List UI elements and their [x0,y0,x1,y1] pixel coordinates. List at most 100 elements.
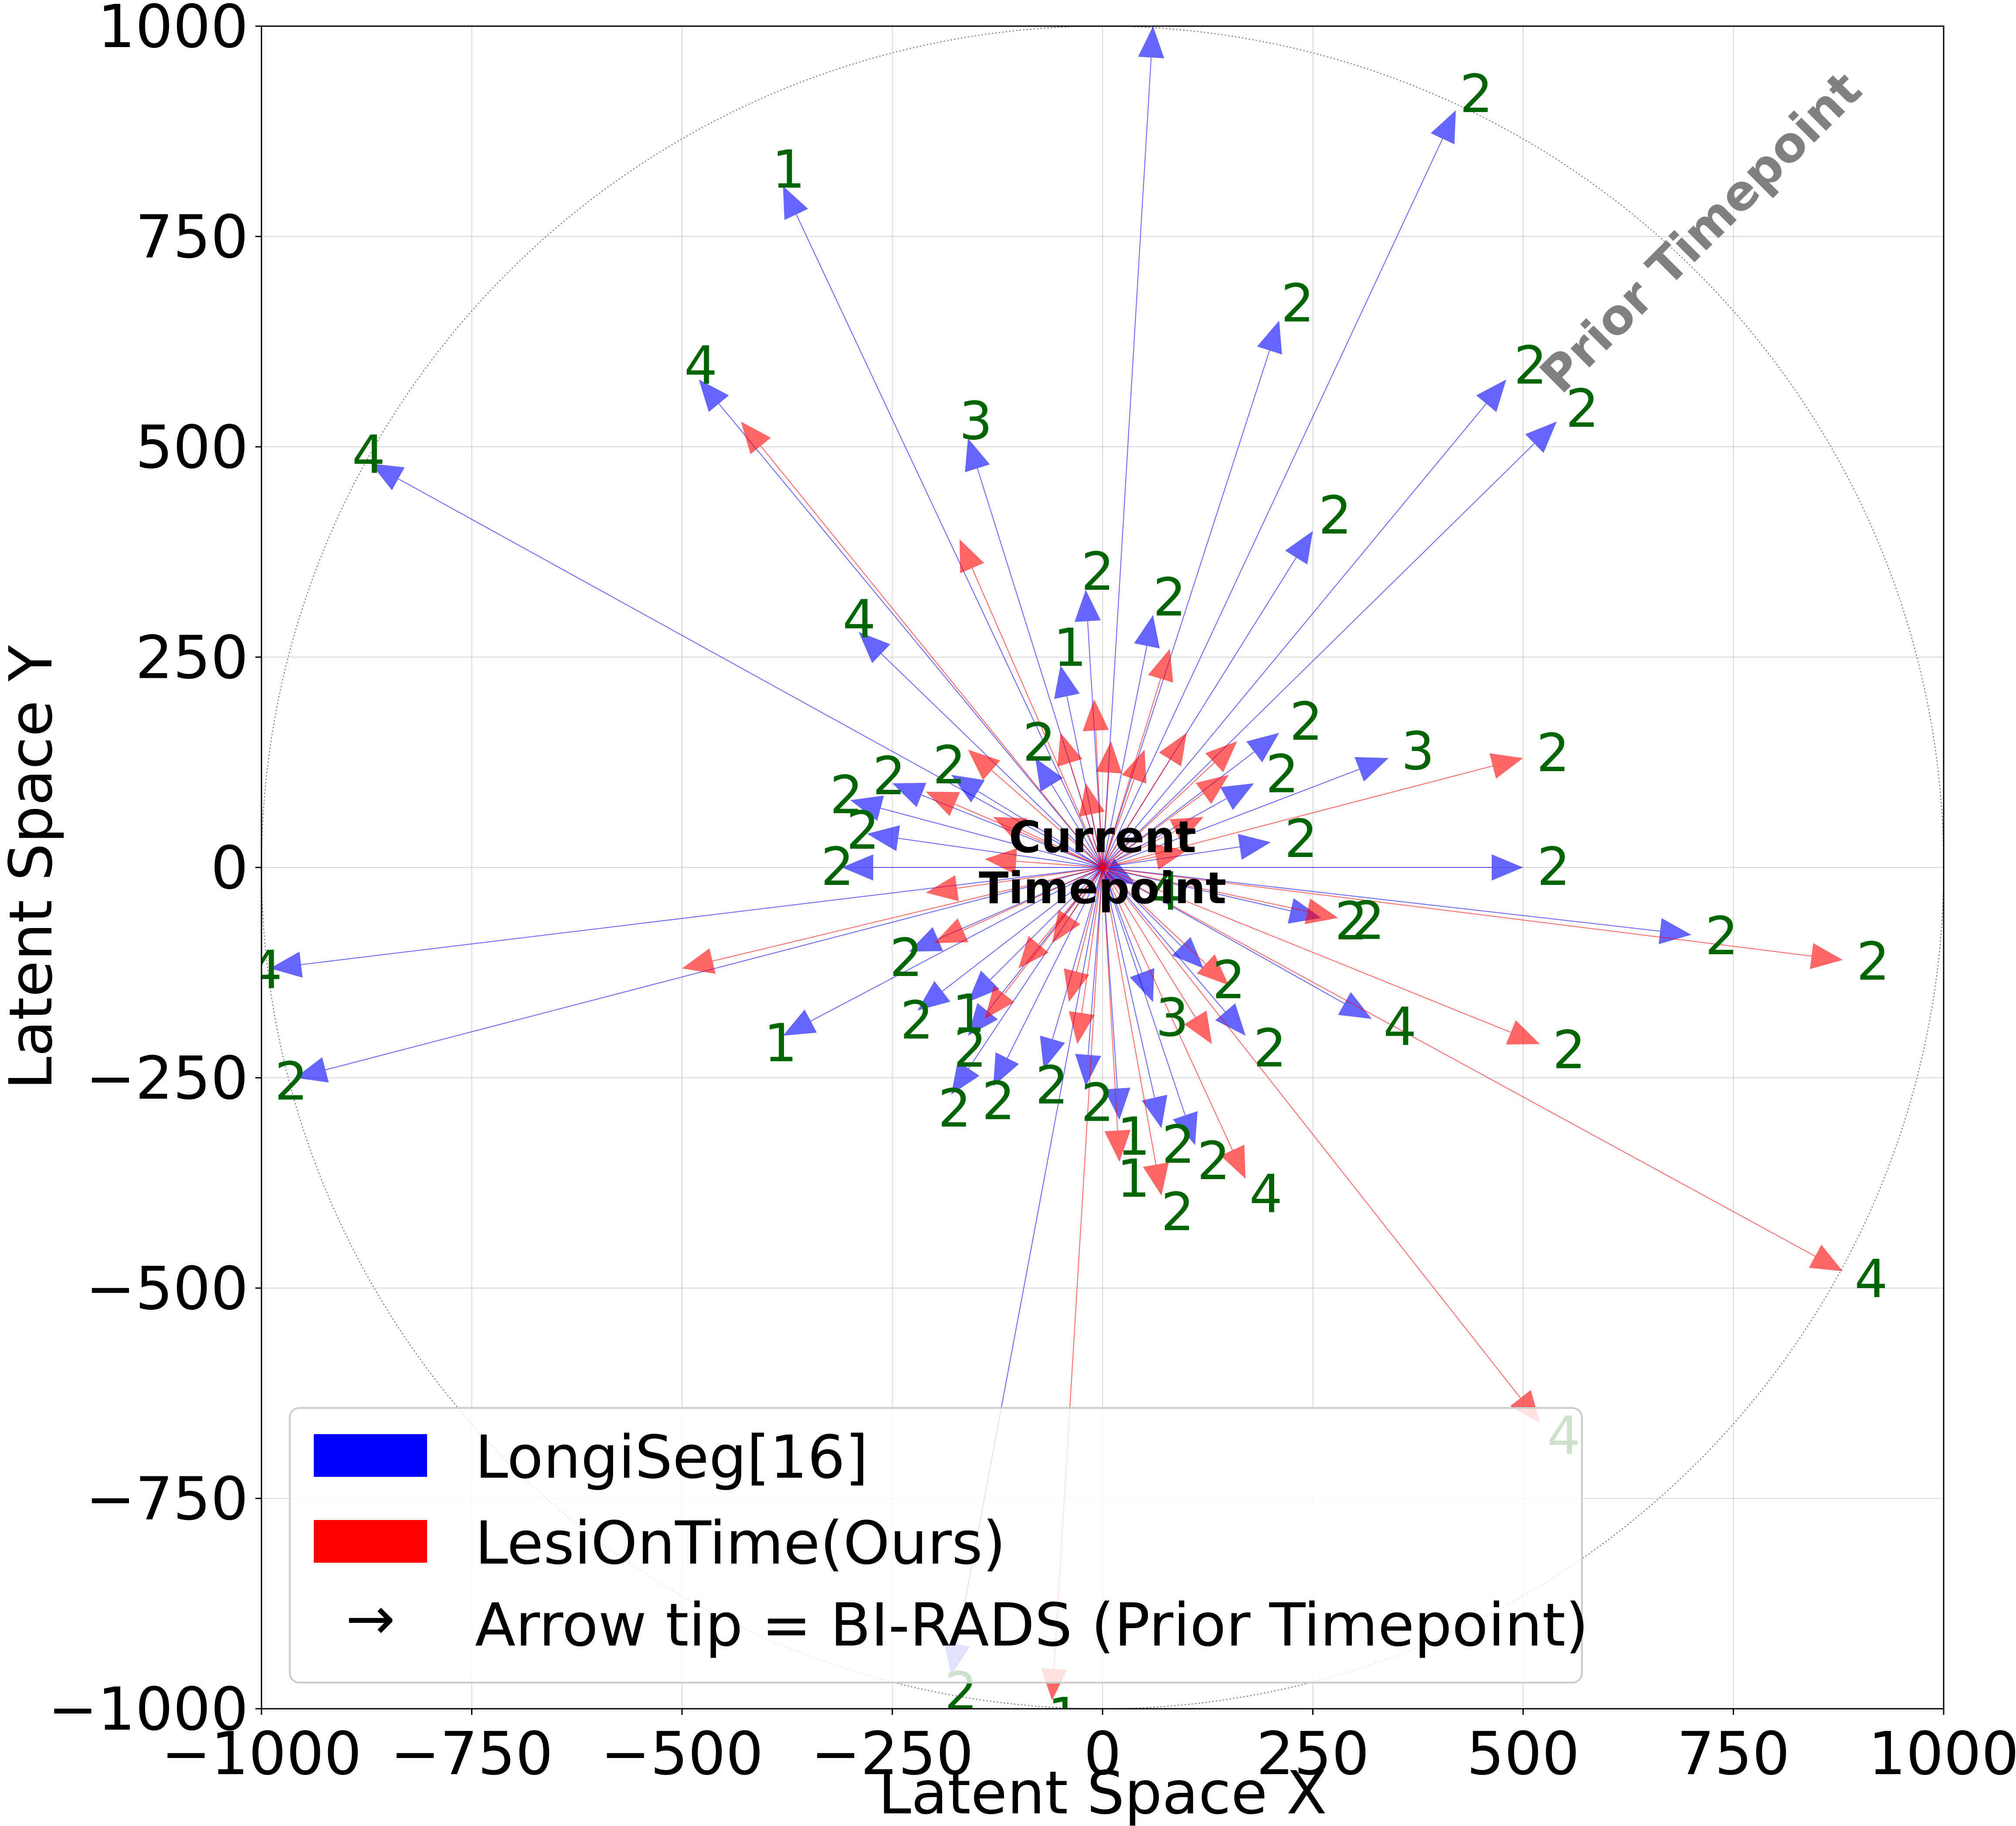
lesiontime-vector-head [1169,817,1204,843]
birads-label: 2 [1253,1018,1286,1079]
longiseg-vector-head [917,981,950,1011]
birads-label: 1 [772,139,805,200]
birads-label: 2 [938,1078,971,1139]
y-tick-label: 0 [210,834,248,903]
longiseg-vector-shaft [977,791,1103,868]
lesiontime-vector-shaft [1102,867,1308,912]
longiseg-vector-shaft [1051,784,1103,868]
longiseg-vector-head [1075,1054,1101,1086]
longiseg-vector-shaft [1102,443,1535,868]
longiseg-vector-head [951,775,985,802]
lesiontime-vector-head [1052,910,1081,943]
birads-label: 2 [1035,1056,1069,1116]
longiseg-vector-head [699,379,729,412]
longiseg-vector-head [850,796,884,821]
birads-label: 1 [1117,1107,1150,1167]
y-tick-label: 500 [135,413,248,482]
lesiontime-vector-head [1096,741,1122,774]
lesiontime-vector-shaft [1004,867,1103,995]
y-tick-label: 750 [135,203,248,272]
lesiontime-vector-shaft [1102,779,1135,868]
lesiontime-vector-head [984,986,1015,1019]
longiseg-vector-shaft [1102,403,1487,868]
current-timepoint-label-line2: Timepoint [979,863,1226,914]
longiseg-vector-head [1285,531,1313,564]
lesiontime-vector-shaft [971,568,1103,868]
lesiontime-vector-shaft [1095,730,1103,868]
birads-label: 4 [684,336,717,396]
lesiontime-vector-shaft [1102,867,1521,1398]
current-timepoint-label-line1: Current [1009,812,1196,863]
longiseg-vector-shaft [810,867,1103,1022]
lesiontime-vector-shaft [1102,867,1816,1257]
birads-label: 2 [1537,723,1570,784]
longiseg-vector-head [968,970,1000,1002]
birads-label: 4 [352,425,385,485]
longiseg-vector-shaft [1102,867,1182,947]
longiseg-vector-head [783,186,808,220]
birads-label: 2 [1197,1131,1230,1192]
birads-label: 4 [1148,861,1181,922]
longiseg-vector-head [892,782,927,807]
birads-label: 2 [872,746,906,807]
lesiontime-vector-head [1809,1245,1843,1272]
x-tick-label: 250 [1256,1720,1370,1789]
longiseg-vector-shaft [880,808,1103,868]
longiseg-vector-shaft [398,478,1103,868]
birads-label: 2 [1319,486,1352,546]
lesiontime-vector-head [968,749,1001,780]
longiseg-vector-head [1525,422,1557,453]
longiseg-vector-shaft [1102,867,1291,911]
legend-swatch-lesiontime [314,1520,427,1563]
birads-label: 2 [846,801,879,861]
longiseg-vector-head [1238,834,1271,860]
lesiontime-vector-head [959,539,984,574]
longiseg-vector-head [370,463,405,490]
lesiontime-vector-shaft [1102,867,1233,1151]
birads-label: 1 [1048,1687,1081,1748]
longiseg-vector-head [1430,110,1456,144]
legend-arrow-icon: → [346,1585,395,1653]
lesiontime-vector-head [1205,741,1237,772]
longiseg-vector-shaft [942,867,1103,992]
longiseg-vector-head [1040,1035,1065,1070]
longiseg-vector-head [859,632,890,663]
longiseg-vector-shaft [301,867,1103,965]
legend-label-lesiontime: LesiOnTime(Ours) [475,1509,1006,1578]
longiseg-vector-head [1074,590,1101,622]
lesiontime-vector-shaft [1069,867,1103,918]
birads-label: 2 [1081,1073,1114,1134]
birads-label: 4 [249,940,282,1000]
birads-label: 1 [952,984,985,1044]
birads-label: 2 [830,765,863,826]
lesiontime-vector-shaft [1102,867,1511,1033]
y-axis-title: Latent Space Y [0,645,66,1090]
lesiontime-vector-shaft [1038,867,1103,945]
birads-label: 2 [1856,932,1890,992]
longiseg-vector-shaft [1102,350,1270,868]
x-tick-label: 1000 [1868,1720,2016,1789]
birads-label: 3 [959,391,992,452]
birads-label: 2 [1335,891,1368,952]
legend-frame [289,1407,1583,1683]
lesiontime-vector-shaft [760,445,1103,868]
longiseg-vector-shaft [1007,867,1103,1058]
lesiontime-vector-shaft [963,867,1103,931]
longiseg-vector-shaft [1102,867,1143,973]
longiseg-vector-shaft [1102,867,1155,1098]
lesiontime-vector-head [1083,699,1109,731]
birads-label: 2 [1514,336,1547,396]
birads-label: 2 [889,928,923,989]
legend-swatch-longiseg [314,1434,427,1477]
y-tick-label: −750 [85,1465,248,1534]
longiseg-vector-shaft [990,867,1103,980]
longiseg-vector-shaft [1102,751,1255,868]
longiseg-vector-head [270,952,303,978]
longiseg-vector-head [1354,757,1389,782]
lesiontime-vector-shaft [1102,867,1196,1018]
lesiontime-vector-head [984,848,1017,874]
longiseg-vector-shaft [1102,867,1226,1012]
birads-label: 2 [1553,1020,1586,1081]
lesiontime-vector-head [926,792,960,816]
